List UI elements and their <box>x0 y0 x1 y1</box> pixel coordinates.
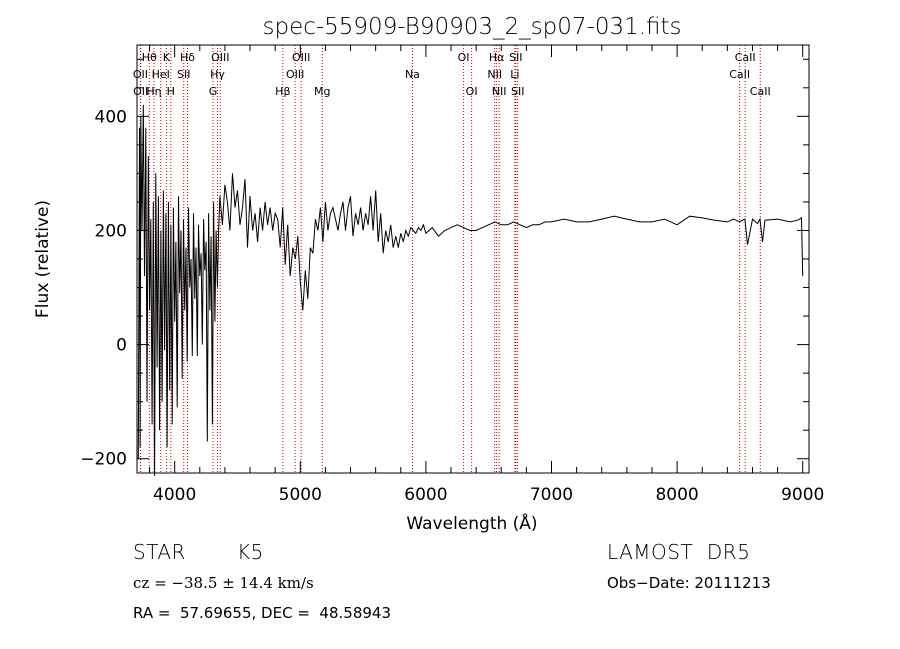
line-label-12: OIII <box>292 51 310 64</box>
plot-frame <box>136 44 810 474</box>
axis-ticks: 4000 5000 6000 7000 8000 9000 −200 0 200 400 <box>80 45 824 505</box>
line-label-24: SII <box>511 85 524 98</box>
line-label-3: Hη <box>146 85 161 98</box>
line-label-26: CaII <box>729 68 750 81</box>
object-class: STAR <box>133 540 186 564</box>
y-tick-label-0: −200 <box>80 450 127 470</box>
x-tick-label-0: 4000 <box>153 485 196 505</box>
y-tick-label-1: 0 <box>116 336 127 356</box>
line-label-25: CaII <box>735 51 756 64</box>
x-tick-label-1: 5000 <box>279 485 322 505</box>
line-label-5: HeI <box>152 68 170 81</box>
object-subclass: K5 <box>237 540 264 564</box>
line-label-0: Hθ <box>142 51 157 64</box>
line-label-19: Hα <box>489 51 505 64</box>
x-tick-label-2: 6000 <box>404 485 447 505</box>
line-label-16: Na <box>405 68 420 81</box>
line-label-15: Mg <box>314 85 330 98</box>
line-label-6: H <box>167 85 175 98</box>
observation-date: Obs−Date: 20111213 <box>607 574 771 592</box>
emission-line-markers <box>139 45 761 473</box>
line-label-17: OI <box>458 51 470 64</box>
line-label-1: OII <box>133 68 148 81</box>
ra-dec-coordinates: RA = 57.69655, DEC = 48.58943 <box>133 604 392 622</box>
line-label-22: SII <box>509 51 522 64</box>
redshift-velocity: cz = −38.5 ± 14.4 km/s <box>133 574 314 592</box>
spectrum-line <box>137 104 804 476</box>
y-axis-label: Flux (relative) <box>33 200 53 318</box>
plot-area <box>136 44 810 474</box>
line-label-27: CaII <box>750 85 771 98</box>
line-label-4: K <box>163 51 171 64</box>
survey-name: LAMOST DR5 <box>607 540 751 564</box>
line-label-13: OIII <box>286 68 304 81</box>
line-label-11: G <box>209 85 218 98</box>
line-label-7: Hδ <box>180 51 195 64</box>
line-label-8: SII <box>177 68 190 81</box>
line-label-18: OI <box>466 85 478 98</box>
x-tick-label-5: 9000 <box>781 485 824 505</box>
line-label-20: NII <box>487 68 502 81</box>
line-label-21: NII <box>492 85 507 98</box>
line-label-23: Li <box>510 68 519 81</box>
x-axis-label: Wavelength (Å) <box>406 512 537 534</box>
chart-title: spec-55909-B90903_2_sp07-031.fits <box>262 14 681 40</box>
x-tick-label-3: 7000 <box>530 485 573 505</box>
line-label-9: OIII <box>211 51 229 64</box>
line-label-2: OII <box>133 85 148 98</box>
x-tick-label-4: 8000 <box>655 485 698 505</box>
line-label-14: Hβ <box>275 85 290 98</box>
y-tick-label-3: 400 <box>95 107 127 127</box>
line-label-10: Hγ <box>210 68 225 81</box>
y-tick-label-2: 200 <box>95 221 127 241</box>
